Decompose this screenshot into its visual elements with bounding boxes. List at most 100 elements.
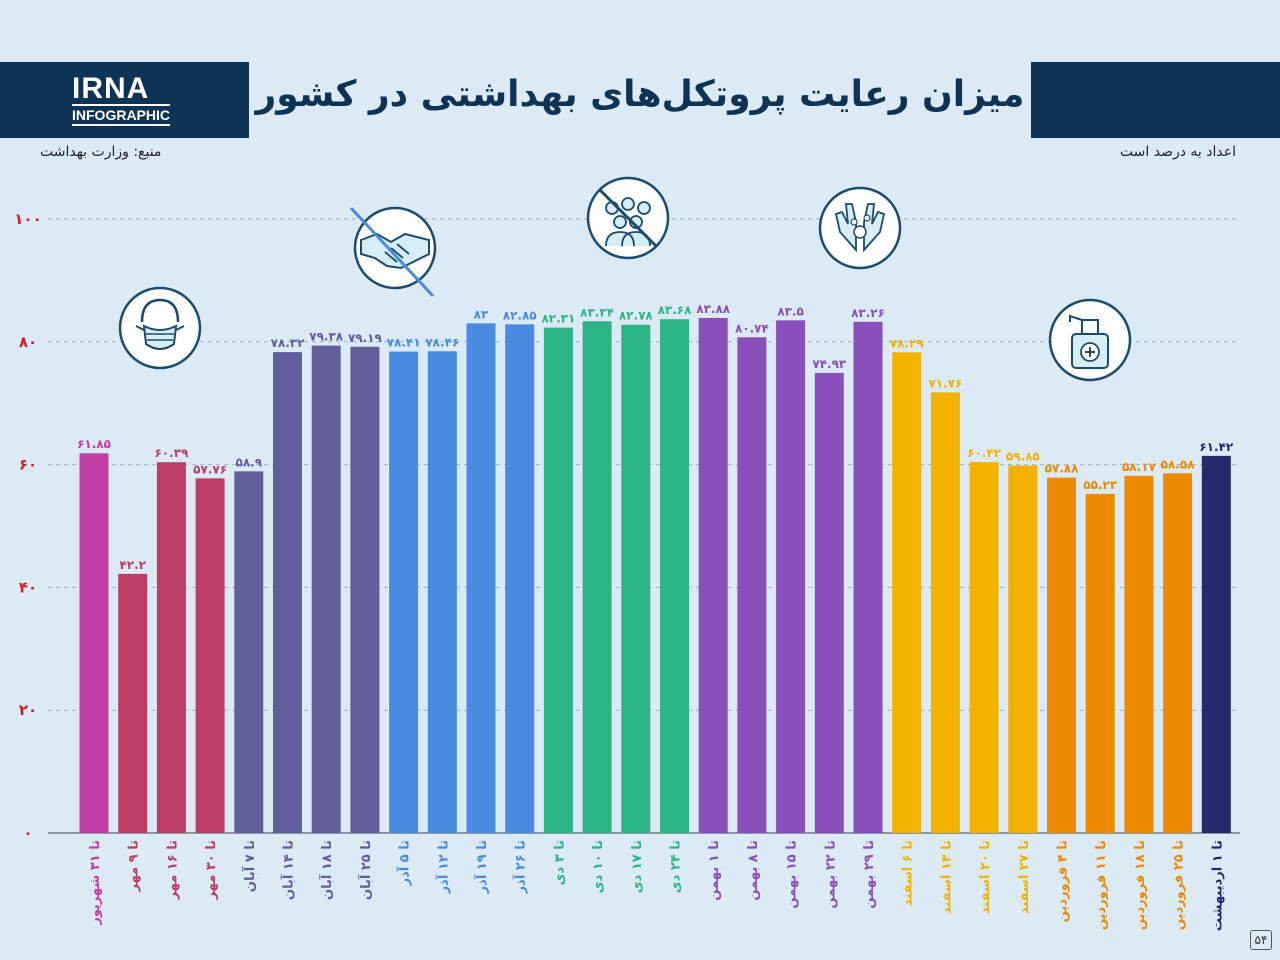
sanitizer-icon [1048,298,1132,382]
bars: ۶۱.۸۵ تا ۳۱ شهریور ۴۲.۲ تا ۹ مهر ۶۰.۳۹ تا ۱۶ … [77,302,1234,931]
category-label: تا ۴ فروردین [1056,840,1071,922]
bar [1201,455,1231,833]
bar-value-label: ۸۰.۷۴ [735,321,769,335]
bar [853,321,883,833]
bar-value-label: ۷۸.۳۲ [271,336,306,350]
bar-value-label: ۷۸.۴۶ [425,335,459,349]
bar [892,352,922,833]
bar [118,573,148,833]
category-label: تا ۲۰ اسفند [978,840,993,914]
bar-value-label: ۵۸.۵۸ [1161,457,1196,471]
bar-value-label: ۶۱.۴۲ [1199,440,1234,454]
bar-value-label: ۸۳.۸۸ [696,302,731,316]
category-label: تا ۱۱ فروردین [1094,840,1109,930]
y-tick-label: ۱۰۰ [14,210,41,228]
bar [273,352,302,833]
category-label: تا ۱۷ دی [630,840,645,893]
category-label: تا ۳۱ شهریور [88,840,103,926]
header-band-right [1031,62,1280,138]
bar-value-label: ۵۵.۲۳ [1083,478,1118,492]
category-label: تا ۱۹ آذر [473,840,490,894]
bar-value-label: ۶۰.۴۲ [967,446,1002,460]
bar-value-label: ۷۹.۳۸ [309,330,344,344]
bar [582,321,612,833]
category-label: تا ۱۲ آذر [434,840,451,894]
bar-value-label: ۸۲.۳۱ [541,312,575,326]
bar [621,324,651,833]
bar-value-label: ۷۹.۱۹ [348,331,383,345]
bar [1124,475,1154,833]
bar-value-label: ۴۲.۲ [119,558,146,572]
bar [234,471,264,833]
irna-logo: IRNA [72,72,150,105]
category-label: تا ۳ دی [552,840,567,885]
category-label: تا ۲۵ آبان [357,840,374,900]
bar-value-label: ۵۸.۱۷ [1122,460,1157,474]
bar [79,453,109,833]
mask-icon [118,286,202,370]
source-note: منبع: وزارت بهداشت [40,144,162,160]
bar-value-label: ۷۱.۷۶ [928,376,962,390]
bar [776,320,806,833]
unit-note: اعداد به درصد است [1119,144,1236,160]
y-tick-label: ۲۰ [19,701,37,719]
bar-value-label: ۸۳.۳۴ [580,305,614,319]
category-label: تا ۱۴ آبان [280,840,297,900]
bar [389,351,419,833]
bar-value-label: ۸۲.۸۵ [503,308,537,322]
y-tick-label: ۴۰ [19,578,37,596]
bar [466,323,496,833]
irna-logo-sub: INFOGRAPHIC [72,104,170,126]
category-label: تا ۱۵ بهمن [785,840,800,909]
category-label: تا ۳۰ مهر [204,840,219,900]
bar [1163,473,1193,833]
category-label: تا ۱۶ مهر [165,840,180,900]
bar-value-label: ۷۸.۴۱ [387,336,421,350]
bar-value-label: ۵۸.۹ [236,455,263,469]
bar-value-label: ۸۲.۷۸ [619,309,654,323]
bar [1085,493,1115,833]
no-crowd-icon [586,176,670,260]
category-label: تا ۱۰ دی [591,840,606,893]
category-label: تا ۱۸ آبان [318,840,335,900]
bar [427,351,457,833]
category-label: تا ۶ اسفند [901,840,916,906]
category-label: تا ۲۴ دی [669,840,684,893]
bar-value-label: ۸۳.۲۶ [851,306,885,320]
category-label: تا ۸ بهمن [746,840,761,901]
bar-value-label: ۷۴.۹۳ [812,357,847,371]
page-number: ۵۴ [1250,930,1272,950]
bar [698,317,728,833]
category-label: تا ۲۲ بهمن [823,840,838,909]
bar-value-label: ۵۹.۸۵ [1006,450,1040,464]
bar [350,346,380,833]
bar-value-label: ۶۱.۸۵ [77,437,111,451]
category-label: تا ۲۷ اسفند [1017,840,1032,914]
page-title: میزان رعایت پروتکل‌های بهداشتی در کشور [255,74,1025,115]
category-label: تا ۵ آذر [396,840,413,886]
bar [969,462,999,833]
bar [1047,477,1076,833]
bar-value-label: ۵۷.۸۸ [1045,462,1080,476]
category-label: تا ۷ آبان [241,840,258,892]
y-tick-label: ۶۰ [19,456,37,474]
bar-value-label: ۸۳ [474,307,489,321]
bar [543,327,573,833]
y-tick-label: ۰ [23,824,32,842]
category-label: تا ۱ بهمن [707,840,722,901]
bar [505,324,535,833]
y-tick-label: ۸۰ [19,333,37,351]
bar [1008,465,1038,833]
bar-value-label: ۶۰.۳۹ [154,446,189,460]
bar [660,319,689,833]
bar-value-label: ۸۳.۶۸ [658,303,693,317]
bar [156,462,186,833]
bar [311,345,341,833]
bar-value-label: ۵۷.۷۶ [193,462,227,476]
category-label: تا ۱۸ فروردین [1133,840,1148,930]
bar [930,392,960,833]
bar-value-label: ۸۳.۵ [777,304,804,318]
category-label: تا ۱ اردیبهشت [1210,840,1225,931]
hand-washing-icon [818,186,902,270]
